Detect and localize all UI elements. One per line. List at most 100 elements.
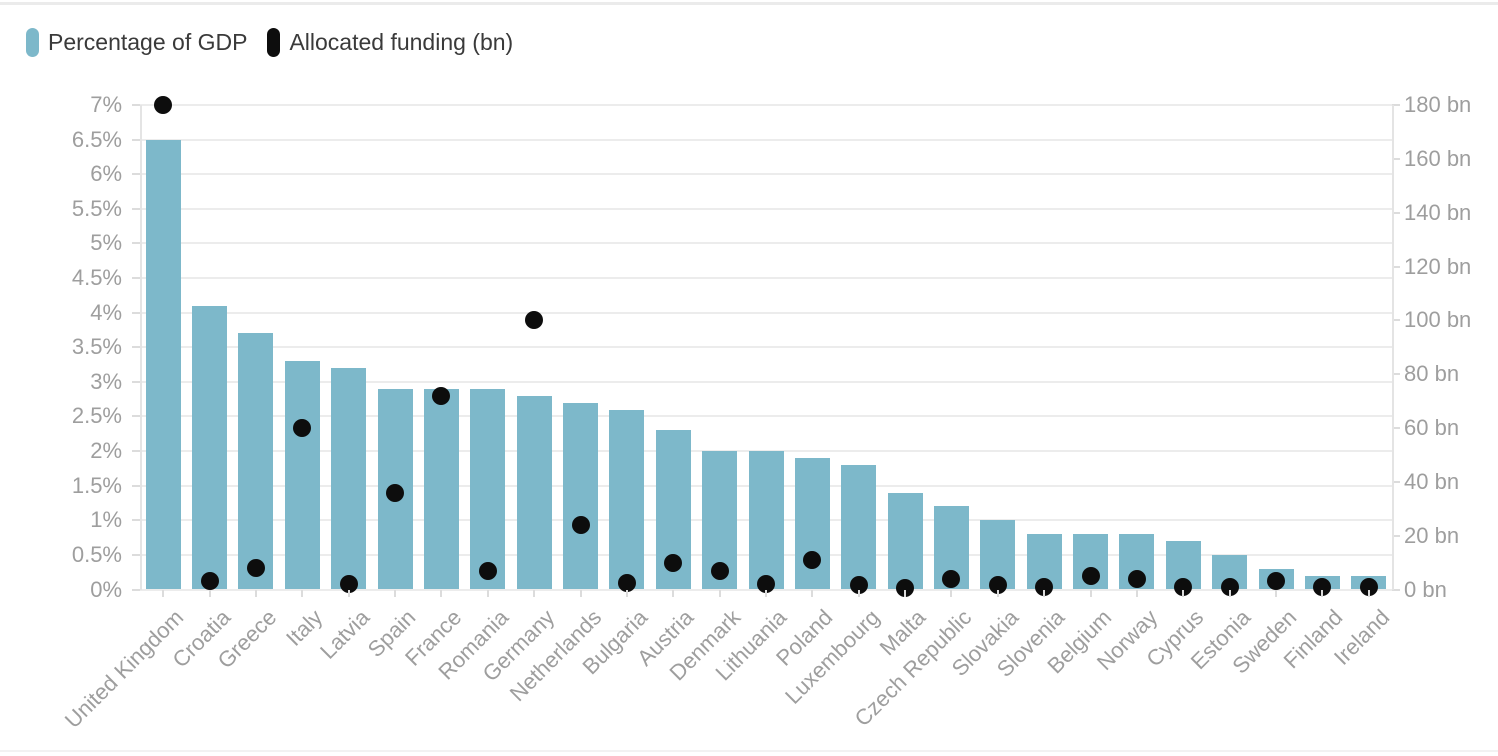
gridline-5.5% [140, 207, 1392, 210]
dot-belgium[interactable] [1081, 567, 1100, 586]
x-axis-tick-greece [254, 589, 257, 597]
bar-france[interactable] [423, 388, 459, 590]
bar-malta[interactable] [887, 492, 923, 590]
x-axis-tick-bulgaria [625, 589, 628, 597]
left-axis-tick [132, 277, 140, 280]
gridline-6.5% [140, 138, 1392, 141]
x-axis-tick-slovakia [996, 589, 999, 597]
dot-romania[interactable] [478, 561, 497, 580]
left-axis-label: 4.5% [71, 265, 122, 291]
left-axis-tick [132, 588, 140, 591]
dot-estonia[interactable] [1220, 577, 1239, 596]
x-axis-tick-lithuania [765, 589, 767, 597]
gdp-bar-swatch-icon [26, 28, 39, 57]
right-axis-tick [1392, 373, 1400, 376]
right-axis-tick [1392, 427, 1400, 429]
legend-item-allocated-funding[interactable]: Allocated funding (bn) [267, 28, 513, 57]
gridline-7% [140, 104, 1392, 106]
bar-luxembourg[interactable] [841, 464, 877, 590]
left-axis-label: 1.5% [71, 472, 122, 498]
dot-malta[interactable] [896, 579, 915, 598]
x-axis-tick-poland [811, 589, 814, 597]
right-axis-label: 80 bn [1404, 361, 1460, 387]
right-axis-label: 60 bn [1404, 415, 1460, 440]
bar-lithuania[interactable] [748, 451, 784, 590]
x-axis-tick-czech-republic [950, 589, 953, 597]
left-axis-tick [132, 104, 140, 106]
right-axis-label: 180 bn [1404, 92, 1472, 117]
left-axis-label: 6.5% [71, 126, 122, 152]
bottom-divider [0, 750, 1498, 752]
right-axis-label: 20 bn [1404, 522, 1460, 548]
dot-lithuania[interactable] [757, 575, 775, 594]
bar-romania[interactable] [470, 388, 506, 590]
dot-slovenia[interactable] [1035, 577, 1054, 596]
bar-netherlands[interactable] [563, 402, 599, 590]
bar-bulgaria[interactable] [609, 409, 645, 590]
dot-germany[interactable] [525, 311, 544, 330]
dot-denmark[interactable] [710, 561, 729, 580]
bar-poland[interactable] [794, 457, 830, 590]
dot-greece[interactable] [246, 558, 265, 577]
bar-germany[interactable] [516, 395, 552, 590]
x-axis-tick-slovenia [1043, 589, 1046, 597]
x-axis-tick-estonia [1228, 589, 1231, 597]
left-axis-label: 7% [90, 92, 122, 117]
dot-croatia[interactable] [200, 572, 219, 591]
right-axis-tick [1392, 211, 1400, 214]
x-axis-tick-ireland [1367, 589, 1370, 597]
dot-spain[interactable] [386, 483, 405, 502]
right-axis-tick [1392, 534, 1400, 537]
x-axis-tick-austria [672, 589, 675, 597]
dot-sweden[interactable] [1267, 572, 1286, 591]
right-axis-tick [1392, 157, 1400, 160]
x-axis-tick-croatia [208, 589, 211, 597]
left-axis-tick [132, 519, 140, 522]
left-axis-label: 2.5% [71, 403, 122, 429]
gridline-3.5% [140, 346, 1392, 349]
right-axis-label: 100 bn [1404, 307, 1472, 333]
dot-france[interactable] [432, 386, 451, 405]
bar-united-kingdom[interactable] [145, 139, 181, 590]
dot-ireland[interactable] [1359, 577, 1378, 596]
dot-norway[interactable] [1127, 569, 1146, 588]
chart-legend: Percentage of GDP Allocated funding (bn) [26, 28, 513, 57]
right-axis-tick [1392, 588, 1400, 591]
gdp-legend-label: Percentage of GDP [48, 29, 248, 55]
dot-czech-republic[interactable] [942, 569, 961, 588]
dot-austria[interactable] [664, 553, 683, 572]
gridline-5% [140, 242, 1392, 245]
bar-croatia[interactable] [192, 305, 228, 590]
left-axis-label: 0.5% [71, 541, 122, 567]
x-axis-tick-finland [1321, 589, 1324, 597]
left-axis-tick [132, 380, 140, 383]
left-axis-label: 3.5% [71, 334, 122, 360]
dot-slovakia[interactable] [988, 576, 1007, 595]
x-label-united-kingdom: United Kingdom [60, 604, 189, 733]
dot-cyprus[interactable] [1174, 577, 1193, 596]
dot-latvia[interactable] [339, 575, 358, 594]
dot-italy[interactable] [293, 419, 312, 437]
dot-bulgaria[interactable] [617, 573, 636, 592]
gridline-6% [140, 173, 1392, 176]
x-axis-tick-france [440, 589, 443, 597]
left-axis-tick [132, 450, 140, 453]
bar-italy[interactable] [284, 361, 320, 590]
bar-greece[interactable] [238, 333, 274, 590]
dot-poland[interactable] [803, 550, 822, 569]
dot-finland[interactable] [1313, 577, 1332, 596]
gridline-2.5% [140, 415, 1392, 418]
x-axis-tick-germany [533, 589, 536, 597]
dot-luxembourg[interactable] [849, 576, 868, 595]
left-axis-label: 0% [90, 576, 122, 602]
left-axis-tick [132, 415, 140, 418]
left-axis-line [140, 105, 142, 590]
dot-united-kingdom[interactable] [154, 96, 173, 114]
top-divider [0, 2, 1498, 5]
gridline-4% [140, 311, 1392, 314]
x-axis-tick-romania [486, 589, 489, 597]
dot-netherlands[interactable] [571, 515, 590, 534]
legend-item-percentage-of-gdp[interactable]: Percentage of GDP [26, 28, 247, 57]
bar-latvia[interactable] [331, 368, 367, 590]
right-axis-label: 160 bn [1404, 145, 1472, 171]
